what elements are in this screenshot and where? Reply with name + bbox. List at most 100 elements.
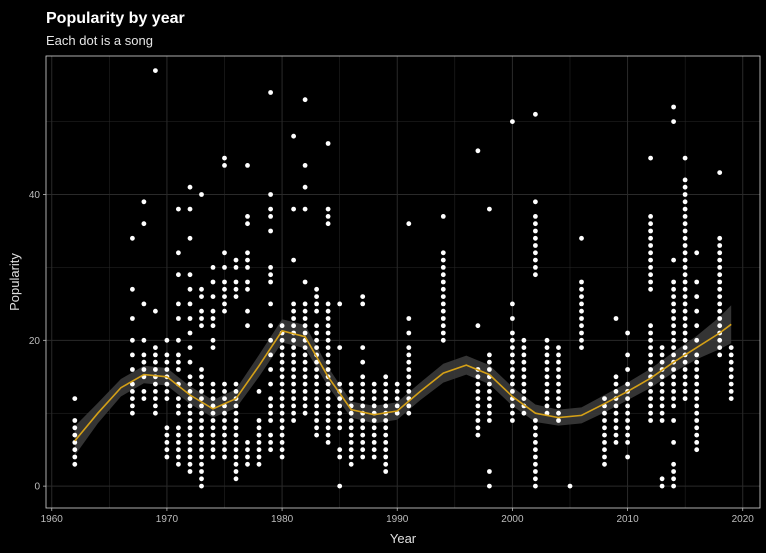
song-point — [717, 279, 723, 285]
song-point — [533, 483, 538, 489]
song-point — [579, 323, 584, 329]
song-point — [510, 301, 515, 307]
song-point — [648, 352, 653, 358]
song-point — [533, 235, 538, 241]
song-point — [533, 250, 538, 256]
song-point — [440, 337, 446, 343]
song-point — [233, 469, 239, 474]
song-point — [187, 396, 193, 401]
song-point — [348, 440, 354, 445]
song-point — [291, 389, 296, 394]
song-point — [394, 389, 400, 394]
song-point — [141, 359, 147, 365]
song-point — [694, 396, 700, 401]
song-point — [487, 352, 492, 358]
song-point — [533, 461, 538, 467]
song-point — [187, 440, 193, 445]
song-point — [245, 250, 250, 256]
song-point — [567, 483, 573, 489]
x-tick-label: 2010 — [616, 514, 639, 525]
song-point — [682, 206, 688, 212]
song-point — [671, 316, 676, 321]
song-point — [383, 374, 389, 380]
song-point — [521, 367, 527, 372]
song-point — [394, 403, 400, 409]
song-point — [579, 316, 584, 321]
song-point — [682, 330, 688, 336]
song-point — [671, 483, 676, 489]
song-point — [302, 206, 308, 212]
song-point — [625, 396, 630, 401]
song-point — [602, 396, 607, 401]
song-point — [648, 410, 653, 416]
song-point — [475, 381, 481, 387]
song-point — [659, 483, 665, 489]
song-point — [141, 221, 147, 227]
song-point — [325, 410, 331, 416]
song-point — [728, 381, 734, 387]
song-point — [141, 199, 147, 205]
song-point — [348, 410, 354, 416]
song-point — [325, 389, 331, 394]
song-point — [602, 447, 607, 453]
song-point — [717, 337, 723, 343]
x-tick-label: 2020 — [732, 514, 755, 525]
song-point — [302, 389, 308, 394]
song-point — [659, 418, 665, 423]
song-point — [141, 301, 147, 307]
song-point — [510, 374, 515, 380]
song-point — [302, 308, 308, 314]
song-point — [164, 425, 170, 431]
song-point — [348, 432, 354, 438]
song-point — [325, 330, 331, 336]
song-point — [383, 381, 389, 387]
song-point — [268, 228, 273, 234]
song-point — [487, 410, 492, 416]
song-point — [487, 396, 492, 401]
song-point — [521, 410, 527, 416]
song-point — [648, 418, 653, 423]
song-point — [199, 440, 204, 445]
song-point — [279, 345, 285, 350]
song-point — [176, 461, 181, 467]
song-point — [625, 352, 630, 358]
song-point — [314, 359, 319, 365]
song-point — [406, 367, 412, 372]
song-point — [291, 323, 296, 329]
song-point — [613, 410, 619, 416]
song-point — [682, 272, 688, 278]
song-point — [671, 330, 676, 336]
song-point — [579, 294, 584, 299]
song-point — [648, 279, 653, 285]
x-axis-label: Year — [390, 531, 417, 546]
song-point — [222, 308, 227, 314]
song-point — [544, 396, 550, 401]
song-point — [176, 403, 181, 409]
song-point — [533, 425, 538, 431]
song-point — [648, 403, 653, 409]
song-point — [533, 228, 538, 234]
song-point — [671, 308, 676, 314]
song-point — [302, 184, 308, 190]
song-point — [579, 279, 584, 285]
song-point — [256, 389, 262, 394]
song-point — [210, 337, 216, 343]
song-point — [233, 410, 239, 416]
song-point — [130, 235, 135, 241]
song-point — [279, 454, 285, 460]
song-point — [533, 469, 538, 474]
song-point — [291, 359, 296, 365]
song-point — [360, 403, 366, 409]
song-point — [256, 461, 262, 467]
song-point — [510, 418, 515, 423]
song-point — [291, 410, 296, 416]
song-point — [314, 345, 319, 350]
song-point — [579, 308, 584, 314]
song-point — [268, 440, 273, 445]
song-point — [659, 345, 665, 350]
song-point — [648, 155, 653, 161]
song-point — [130, 410, 135, 416]
song-point — [222, 265, 227, 270]
song-point — [383, 469, 389, 474]
